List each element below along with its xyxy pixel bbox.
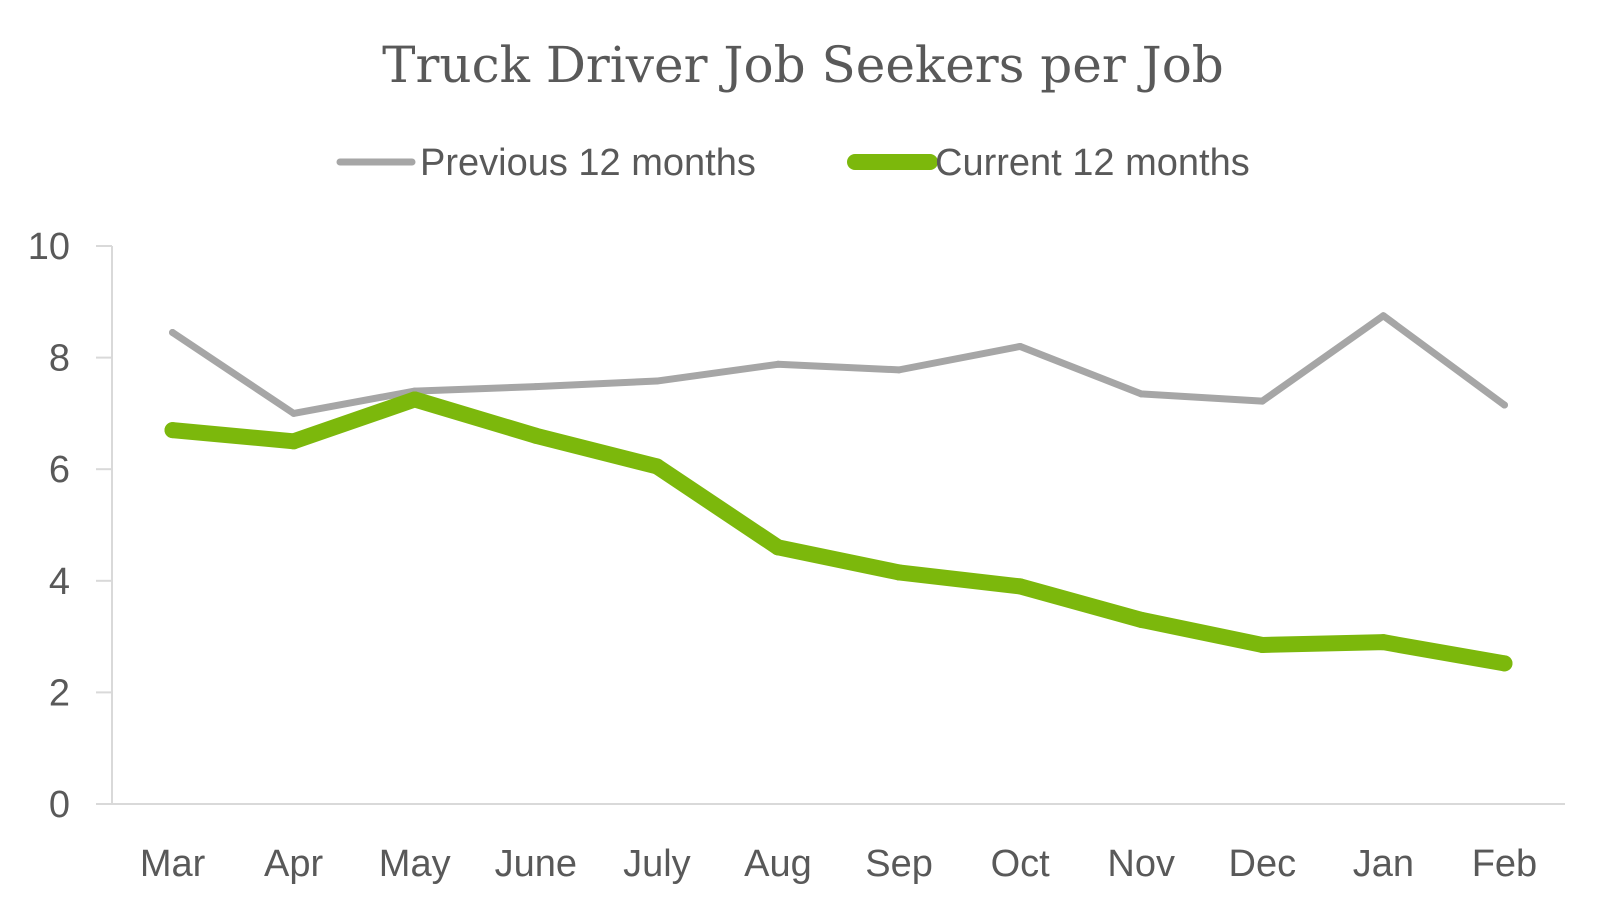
y-tick-label: 2: [49, 672, 70, 714]
data-point-current: [527, 427, 544, 444]
data-point-previous: [1500, 401, 1508, 409]
y-tick-label: 4: [49, 561, 70, 603]
x-tick-label: Nov: [1107, 843, 1175, 885]
data-point-current: [1133, 611, 1150, 628]
data-point-previous: [532, 383, 540, 391]
x-tick-label: Dec: [1229, 843, 1297, 885]
series-layer: [164, 312, 1513, 672]
data-point-current: [1496, 655, 1513, 672]
data-point-previous: [1379, 312, 1387, 320]
x-tick-label: Mar: [140, 843, 206, 885]
x-axis-ticks: Mar Apr May June July Aug Sep Oct Nov Dec Jan Feb: [140, 843, 1537, 885]
data-point-current: [769, 539, 786, 556]
x-tick-label: Apr: [264, 843, 323, 885]
data-point-previous: [653, 377, 661, 385]
data-point-previous: [169, 328, 177, 336]
data-point-previous: [1016, 342, 1024, 350]
data-point-current: [164, 422, 181, 439]
x-tick-label: Jan: [1353, 843, 1414, 885]
data-point-previous: [1137, 390, 1145, 398]
y-axis-ticks: 0 2 4 6 8 10: [28, 226, 112, 826]
x-tick-label: July: [623, 843, 691, 885]
data-point-current: [1375, 634, 1392, 651]
x-tick-label: June: [495, 843, 577, 885]
data-point-previous: [290, 409, 298, 417]
data-point-current: [1012, 578, 1029, 595]
x-tick-label: May: [379, 843, 451, 885]
series-line-current: [164, 391, 1513, 672]
y-tick-label: 0: [49, 784, 70, 826]
data-point-current: [648, 458, 665, 475]
x-tick-label: Feb: [1472, 843, 1537, 885]
legend: Previous 12 months Current 12 months: [336, 142, 1250, 184]
legend-label-previous: Previous 12 months: [420, 142, 756, 184]
x-tick-label: Sep: [865, 843, 933, 885]
data-point-previous: [895, 366, 903, 374]
data-point-current: [1254, 636, 1271, 653]
data-point-current: [406, 391, 423, 408]
y-tick-label: 8: [49, 338, 70, 380]
legend-label-current: Current 12 months: [935, 142, 1250, 184]
data-point-current: [285, 433, 302, 450]
data-point-previous: [1258, 397, 1266, 405]
y-tick-label: 10: [28, 226, 70, 268]
x-tick-label: Aug: [744, 843, 812, 885]
data-point-previous: [774, 360, 782, 368]
series-line-previous: [169, 312, 1508, 417]
data-point-current: [891, 564, 908, 581]
x-tick-label: Oct: [991, 843, 1051, 885]
chart-title: Truck Driver Job Seekers per Job: [382, 36, 1224, 94]
y-tick-label: 6: [49, 449, 70, 491]
